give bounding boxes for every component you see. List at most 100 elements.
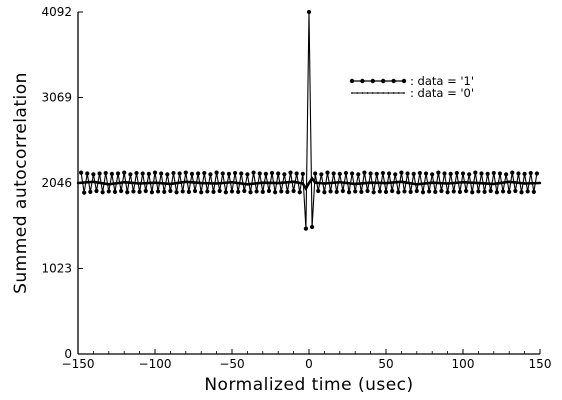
series-data-1-point — [383, 189, 389, 194]
series-data-1-point — [433, 189, 438, 194]
series-data-1-point — [103, 170, 108, 176]
series-data-1-point — [417, 170, 422, 176]
series-data-1-point — [414, 188, 419, 194]
series-data-1-point — [266, 188, 272, 194]
series-data-0-point — [107, 183, 111, 186]
series-data-1-point — [115, 171, 121, 176]
series-data-1-point — [211, 189, 216, 194]
series-data-0-point — [492, 182, 495, 186]
series-data-1-point — [350, 171, 355, 176]
series-data-1-point — [171, 170, 176, 176]
series-data-0-point — [246, 183, 249, 186]
series-data-1-point — [143, 188, 148, 194]
series-data-1-point — [386, 171, 392, 176]
series-data-1-point — [297, 190, 302, 195]
series-data-1-point — [128, 172, 133, 177]
series-data-0-point — [323, 182, 326, 185]
series-data-1-point — [273, 190, 278, 195]
x-tick-label: −150 — [62, 357, 95, 371]
series-data-1-point — [168, 188, 173, 194]
x-tick-label: −100 — [139, 357, 172, 371]
series-data-1-point — [528, 170, 533, 176]
series-data-0-point — [138, 182, 141, 185]
series-data-1-point — [368, 171, 373, 176]
legend-marker-data-0 — [392, 92, 395, 94]
series-data-0-point — [277, 181, 280, 185]
series-data-1-point — [199, 190, 204, 195]
series-data-1-point — [202, 170, 207, 176]
series-data-1-point — [340, 188, 345, 194]
series-data-1-point — [362, 170, 367, 175]
series-data-1-point — [519, 190, 524, 195]
series-data-1-point — [393, 172, 398, 177]
legend-label-data-0: : data = '0' — [410, 86, 474, 100]
series-data-1-point — [507, 189, 512, 194]
series-data-1-point — [460, 171, 466, 176]
series-data-1-point — [162, 189, 167, 194]
series-data-1-point — [125, 190, 130, 195]
series-data-1-point — [137, 189, 142, 194]
series-data-1-point — [294, 171, 299, 176]
series-data-1-point — [140, 171, 145, 176]
series-data-1-point — [390, 188, 395, 194]
series-data-1-point — [285, 189, 290, 194]
x-tick-label: 100 — [452, 357, 475, 371]
y-tick-label: 1023 — [41, 262, 72, 276]
series-data-1-point — [467, 172, 472, 177]
legend-marker-data-1 — [360, 78, 365, 84]
legend-marker-data-0 — [356, 92, 359, 94]
legend-marker-data-0 — [366, 92, 369, 94]
series-data-1-point — [88, 189, 93, 194]
series-data-1-point — [82, 190, 87, 195]
series-data-1-point — [223, 190, 228, 195]
series-data-1-point — [279, 189, 284, 194]
series-data-1-point — [343, 170, 349, 176]
series-data-1-point — [309, 224, 315, 230]
series-data-1-point — [534, 171, 540, 176]
series-data-1-point — [149, 190, 155, 195]
series-data-1-point — [291, 188, 296, 194]
series-data-1-point — [396, 190, 401, 195]
y-tick-label: 2046 — [41, 176, 72, 190]
series-data-1-point — [196, 171, 201, 176]
series-data-1-point — [325, 170, 330, 175]
series-data-1-point — [488, 188, 493, 194]
series-data-0-point — [354, 182, 357, 186]
series-data-1-point — [470, 190, 475, 195]
series-data-1-point — [430, 172, 435, 177]
series-data-1-point — [106, 189, 111, 194]
series-data-1-point — [531, 189, 536, 194]
y-axis-label: Summed autocorrelation — [11, 72, 31, 294]
series-data-1-point — [371, 190, 376, 195]
legend-marker-data-0 — [387, 92, 390, 94]
series-data-1-point — [263, 171, 268, 176]
series-data-0-point — [292, 180, 295, 184]
series-data-1-point — [439, 188, 444, 194]
series-data-1-point — [451, 189, 456, 194]
series-data-1-point — [220, 171, 225, 176]
series-data-1-point — [146, 171, 151, 176]
series-data-1-point — [423, 171, 429, 176]
series-data-1-point — [442, 171, 447, 176]
series-data-1-point — [269, 170, 275, 176]
series-data-1-point — [445, 190, 450, 195]
series-data-1-point — [485, 171, 490, 176]
series-data-1-point — [411, 171, 416, 176]
series-data-1-point — [214, 170, 219, 175]
series-data-1-point — [245, 172, 250, 177]
series-data-1-point — [504, 172, 509, 177]
series-data-1-point — [356, 172, 361, 177]
series-data-1-point — [226, 171, 232, 176]
series-data-1-point — [516, 171, 521, 176]
series-data-1-point — [85, 171, 90, 176]
series-data-1-point — [91, 172, 96, 177]
y-tick-label: 4092 — [41, 5, 72, 19]
legend-marker-data-0 — [397, 92, 400, 94]
series-data-1-point — [405, 171, 410, 176]
series-data-0-point — [153, 181, 157, 184]
series-data-1-point — [303, 226, 309, 231]
series-data-1-point — [337, 171, 342, 176]
series-data-1-point — [331, 171, 336, 176]
series-data-1-point — [159, 171, 164, 176]
series-data-1-point — [402, 189, 407, 194]
